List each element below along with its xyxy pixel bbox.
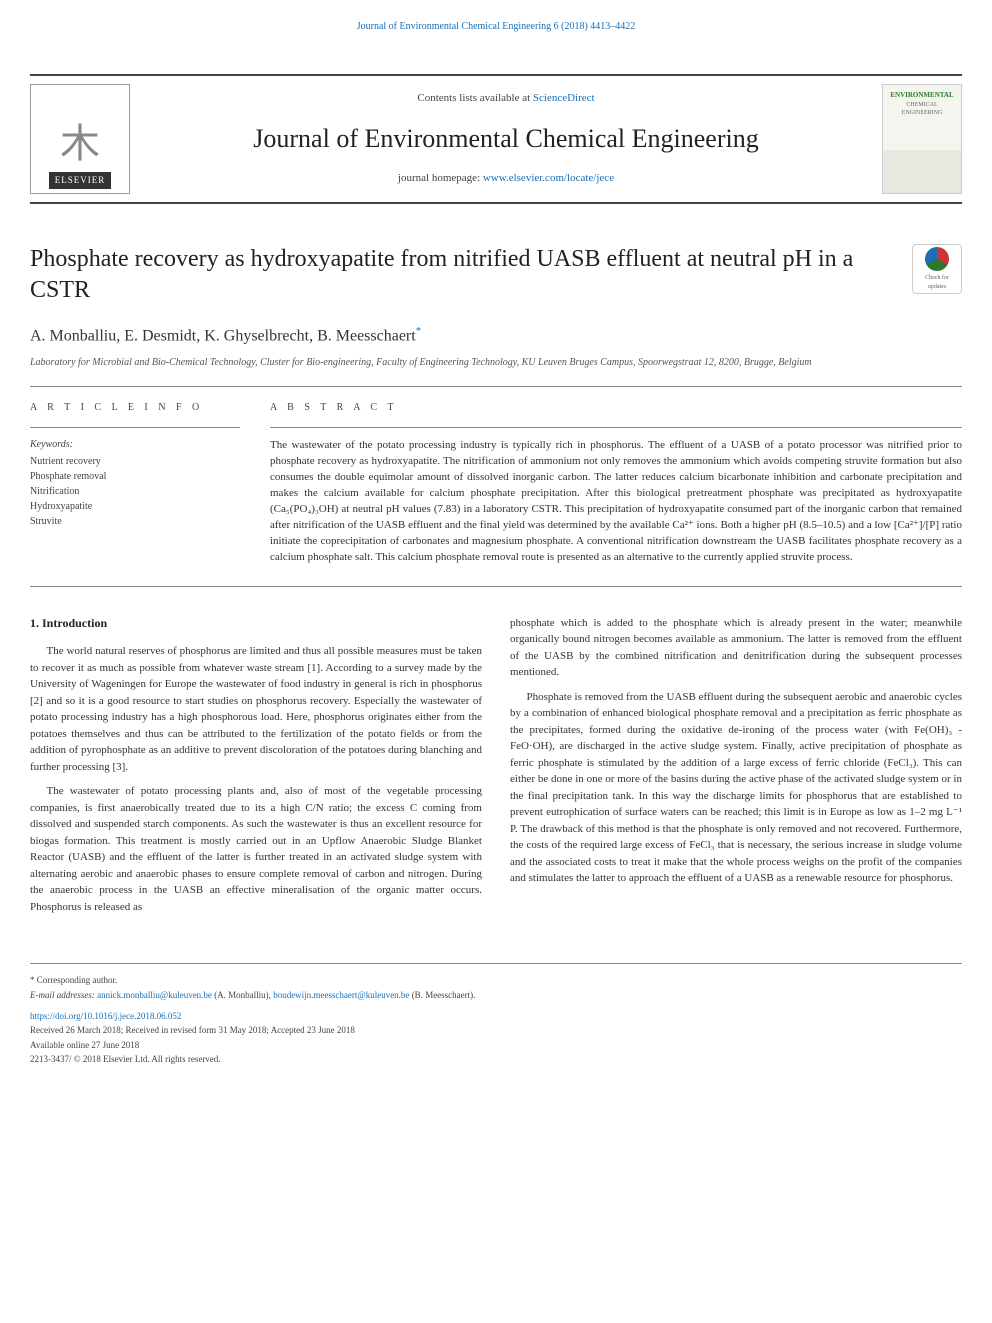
journal-header: ⽊ ELSEVIER Contents lists available at S… [30, 74, 962, 204]
divider [30, 586, 962, 587]
crossmark-icon [925, 247, 949, 271]
email-label: E-mail addresses: [30, 990, 97, 1000]
check-line-2: updates [928, 283, 946, 291]
keyword: Struvite [30, 514, 240, 529]
body-paragraph: phosphate which is added to the phosphat… [510, 615, 962, 681]
body-left-column: 1. Introduction The world natural reserv… [30, 615, 482, 924]
journal-cover: ENVIRONMENTAL CHEMICAL ENGINEERING [882, 84, 962, 194]
body-right-column: phosphate which is added to the phosphat… [510, 615, 962, 924]
divider [30, 386, 962, 387]
email-author-2: (B. Meesschaert). [409, 990, 475, 1000]
contents-line: Contents lists available at ScienceDirec… [150, 91, 862, 106]
check-updates-badge[interactable]: Check for updates [912, 244, 962, 294]
sciencedirect-link[interactable]: ScienceDirect [533, 92, 595, 104]
email-link[interactable]: boudewijn.meesschaert@kuleuven.be [273, 990, 409, 1000]
article-header: Check for updates Phosphate recovery as … [30, 244, 962, 587]
body-paragraph: The wastewater of potato processing plan… [30, 783, 482, 915]
keywords-label: Keywords: [30, 438, 240, 452]
authors: A. Monballiu, E. Desmidt, K. Ghyselbrech… [30, 324, 962, 348]
journal-reference: Journal of Environmental Chemical Engine… [0, 20, 992, 34]
homepage-prefix: journal homepage: [398, 172, 483, 184]
cover-line-1: ENVIRONMENTAL [890, 91, 953, 101]
abstract-heading: A B S T R A C T [270, 401, 962, 415]
body-columns: 1. Introduction The world natural reserv… [30, 615, 962, 924]
publisher-name: ELSEVIER [49, 172, 112, 189]
journal-title: Journal of Environmental Chemical Engine… [150, 121, 862, 157]
keyword: Nitrification [30, 484, 240, 499]
abstract-text: The wastewater of the potato processing … [270, 438, 962, 566]
cover-line-3: ENGINEERING [902, 109, 943, 117]
homepage-link[interactable]: www.elsevier.com/locate/jece [483, 172, 614, 184]
email-link[interactable]: annick.monballiu@kuleuven.be [97, 990, 212, 1000]
affiliation: Laboratory for Microbial and Bio-Chemica… [30, 356, 962, 370]
doi-link[interactable]: https://doi.org/10.1016/j.jece.2018.06.0… [30, 1011, 181, 1021]
body-paragraph: Phosphate is removed from the UASB efflu… [510, 689, 962, 887]
dates-line: Received 26 March 2018; Received in revi… [30, 1024, 962, 1037]
keyword: Phosphate removal [30, 469, 240, 484]
publisher-logo: ⽊ ELSEVIER [30, 84, 130, 194]
keyword: Nutrient recovery [30, 454, 240, 469]
corresponding-author: * Corresponding author. [30, 974, 962, 987]
footer: * Corresponding author. E-mail addresses… [30, 963, 962, 1066]
tree-icon: ⽊ [60, 116, 100, 172]
cover-line-2: CHEMICAL [906, 101, 937, 109]
copyright-line: 2213-3437/ © 2018 Elsevier Ltd. All righ… [30, 1053, 962, 1066]
online-line: Available online 27 June 2018 [30, 1039, 962, 1052]
article-info-heading: A R T I C L E I N F O [30, 401, 240, 415]
check-line-1: Check for [925, 274, 949, 282]
contents-prefix: Contents lists available at [417, 92, 532, 104]
email-addresses: E-mail addresses: annick.monballiu@kuleu… [30, 989, 962, 1002]
keyword: Hydroxyapatite [30, 499, 240, 514]
info-divider [30, 427, 240, 428]
corresponding-mark: * [416, 325, 422, 337]
header-center: Contents lists available at ScienceDirec… [130, 91, 882, 186]
article-title: Phosphate recovery as hydroxyapatite fro… [30, 244, 962, 306]
homepage-line: journal homepage: www.elsevier.com/locat… [150, 171, 862, 186]
abstract: A B S T R A C T The wastewater of the po… [270, 401, 962, 566]
info-abstract-row: A R T I C L E I N F O Keywords: Nutrient… [30, 401, 962, 566]
article-info: A R T I C L E I N F O Keywords: Nutrient… [30, 401, 240, 566]
authors-list: A. Monballiu, E. Desmidt, K. Ghyselbrech… [30, 328, 416, 345]
section-heading: 1. Introduction [30, 615, 482, 632]
email-author-1: (A. Monballiu), [212, 990, 273, 1000]
body-paragraph: The world natural reserves of phosphorus… [30, 643, 482, 775]
abstract-divider [270, 427, 962, 428]
